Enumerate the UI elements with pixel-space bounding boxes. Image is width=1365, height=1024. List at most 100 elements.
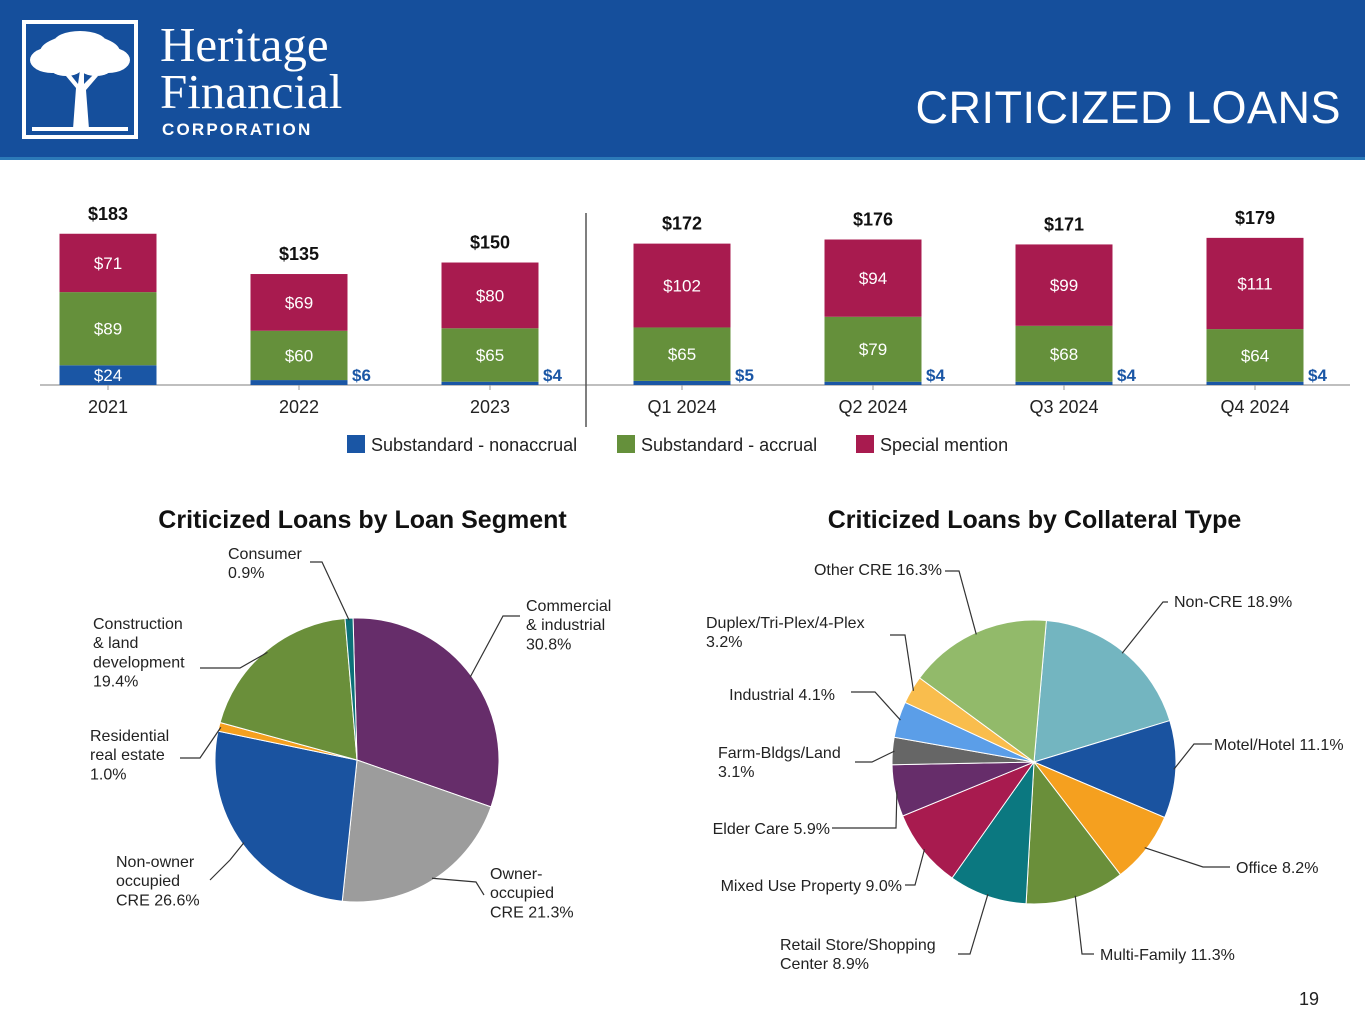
pie-slice (219, 617, 358, 761)
x-tick-label: 2023 (470, 397, 510, 417)
leader-line (832, 790, 898, 829)
bar-value-label: $64 (1241, 346, 1269, 365)
bar-segment (1206, 329, 1304, 382)
pie-slice-label: Duplex/Tri-Plex/4-Plex 3.2% (706, 615, 865, 651)
pie-slice-label: Retail Store/Shopping Center 8.9% (780, 937, 936, 973)
bar-segment (824, 239, 922, 317)
bar-value-label-outside: $4 (1308, 366, 1327, 385)
leader-line (1074, 895, 1094, 955)
bar-total-label: $171 (1044, 214, 1084, 234)
leader-line (469, 615, 520, 678)
bar-segment (441, 328, 539, 382)
leader-line (855, 750, 895, 763)
header-banner: Heritage Financial CORPORATION CRITICIZE… (0, 0, 1365, 160)
bar-segment (1015, 381, 1113, 385)
bar-value-label-outside: $4 (543, 366, 562, 385)
leader-line (310, 561, 350, 621)
x-tick-label: Q1 2024 (647, 397, 716, 417)
bar-segment (59, 233, 157, 293)
leader-line (958, 894, 989, 955)
bar-value-label-outside: $5 (735, 366, 754, 385)
bar-value-label: $80 (476, 286, 504, 305)
bar-total-label: $150 (470, 233, 510, 253)
leader-line (200, 651, 268, 669)
bar-value-label: $79 (859, 340, 887, 359)
pie-slice-label: Multi-Family 11.3% (1100, 947, 1235, 964)
pie-slice (214, 730, 358, 902)
bar-total-label: $172 (662, 214, 702, 234)
legend-label: Special mention (880, 435, 1008, 455)
pie-slice-label: Residential real estate 1.0% (90, 728, 169, 783)
pie-slice (1032, 719, 1177, 819)
bar-segment (250, 330, 348, 381)
legend-label: Substandard - accrual (641, 435, 817, 455)
x-tick-label: Q3 2024 (1029, 397, 1098, 417)
leader-line (1121, 601, 1168, 654)
bar-value-label: $99 (1050, 276, 1078, 295)
pie-title-loan-segment: Criticized Loans by Loan Segment (158, 506, 567, 534)
bar-value-label: $94 (859, 269, 887, 288)
bar-value-label-outside: $4 (926, 366, 945, 385)
pie-slice-label: Construction & land development 19.4% (93, 616, 185, 691)
x-tick-label: 2021 (88, 397, 128, 417)
bar-segment (1206, 381, 1304, 385)
legend-swatch (347, 435, 365, 453)
bar-segment (441, 262, 539, 329)
leader-line (945, 570, 977, 635)
bar-segment (1015, 244, 1113, 326)
bar-segment (633, 380, 731, 385)
bar-value-label: $65 (668, 345, 696, 364)
pie-slice-label: Farm-Bldgs/Land 3.1% (718, 745, 841, 781)
pie-slice-label: Motel/Hotel 11.1% (1214, 737, 1344, 754)
leader-line (851, 691, 901, 721)
bar-segment (824, 381, 922, 385)
legend-label: Substandard - nonaccrual (371, 435, 577, 455)
leader-line (905, 849, 926, 886)
bar-value-label-outside: $4 (1117, 366, 1136, 385)
brand-corporation: CORPORATION (162, 120, 313, 139)
bar-segment (250, 274, 348, 331)
bar-total-label: $135 (279, 244, 319, 264)
loan-segment-pie-chart: Commercial & industrial 30.8% Owner-occupie… (90, 546, 611, 921)
pie-slice-label: Consumer 0.9% (228, 546, 302, 582)
pie-slice (341, 759, 492, 903)
pie-slice (344, 617, 358, 761)
header-divider (0, 157, 1365, 160)
page-number: 19 (1298, 989, 1319, 1009)
bar-value-label: $68 (1050, 345, 1078, 364)
leader-line (209, 842, 245, 881)
pie-slice-label: Non-owner occupied CRE 26.6% (116, 854, 200, 909)
bar-segment (633, 327, 731, 381)
x-tick-label: Q4 2024 (1220, 397, 1289, 417)
pie-slice-label: Office 8.2% (1236, 860, 1318, 877)
criticized-loans-bar-chart: $24 $89 $71 $183 2021 $6 $60 $69 $135 2022 $4 $65 $8… (40, 204, 1350, 455)
pie-slice-label: Elder Care 5.9% (713, 821, 830, 838)
bar-value-label: $102 (663, 277, 701, 296)
pie-title-collateral-type: Criticized Loans by Collateral Type (827, 506, 1242, 534)
pie-slice-label: Industrial 4.1% (729, 687, 835, 704)
pie-slice-label: Non-CRE 18.9% (1174, 594, 1292, 611)
leader-line (431, 877, 485, 896)
leader-line (1173, 743, 1212, 770)
pie-slice-label: Other CRE 16.3% (814, 562, 942, 579)
bar-segment (59, 292, 157, 366)
brand-name-line2: Financial (160, 64, 343, 119)
pie-slice (352, 617, 500, 808)
pie-slice (902, 760, 1036, 879)
page-title: CRITICIZED LOANS (915, 82, 1341, 133)
leader-line (1144, 847, 1230, 868)
legend-swatch (617, 435, 635, 453)
brand-name-line1: Heritage (160, 17, 329, 72)
bar-value-label: $24 (94, 366, 122, 385)
bar-value-label: $71 (94, 254, 122, 273)
bar-segment (1206, 237, 1304, 330)
logo-tree-icon (22, 20, 138, 139)
bar-value-label: $65 (476, 346, 504, 365)
bar-value-label: $111 (1237, 274, 1272, 293)
bar-value-label: $69 (285, 293, 313, 312)
bar-total-label: $183 (88, 204, 128, 224)
pie-slice-label: Commercial & industrial 30.8% (526, 598, 611, 653)
bar-segment (633, 243, 731, 328)
bar-segment (441, 381, 539, 385)
pie-slice-label: Owner-occupied CRE 21.3% (490, 866, 574, 921)
